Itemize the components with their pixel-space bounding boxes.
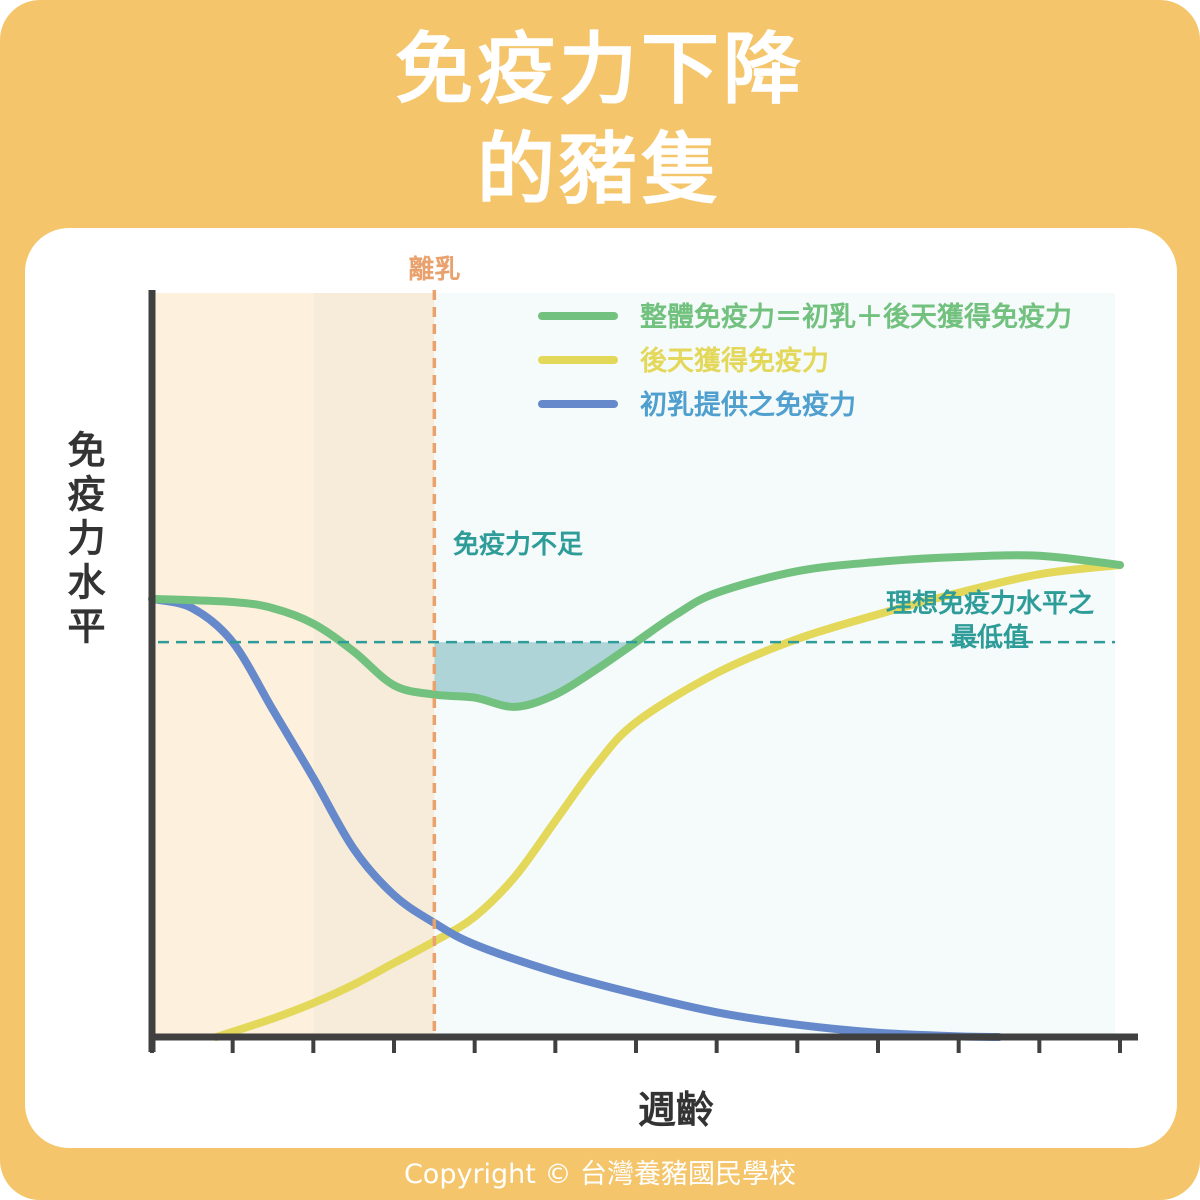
series-line-colostrum [148,594,1003,1041]
copyright-notice: Copyright © 台灣養豬國民學校 [403,1159,797,1190]
series-line-total [148,551,1124,711]
threshold-label-line-2: 最低值 [951,623,1029,653]
page-title: 免疫力下降 的豬隻 [0,20,1200,220]
x-axis-ticks [150,1037,1122,1053]
x-axis-label: 週齡 [638,1088,714,1132]
region-early-suckling [152,293,314,1037]
weaning-label: 離乳 [408,254,460,285]
chart-legend: 整體免疫力＝初乳＋後天獲得免疫力 後天獲得免疫力 初乳提供之免疫力 [538,301,1072,421]
deficit-caption: 免疫力不足 [453,529,583,560]
title-line-2: 的豬隻 [476,125,723,215]
legend-label-total: 整體免疫力＝初乳＋後天獲得免疫力 [640,301,1072,333]
threshold-label-line-1: 理想免疫力水平之 [886,588,1094,619]
title-line-1: 免疫力下降 [394,25,805,115]
y-axis-label: 免疫力水平 [61,430,105,650]
immunity-deficit-area [434,642,677,707]
legend-label-acquired: 後天獲得免疫力 [640,345,829,377]
legend-label-colostrum: 初乳提供之免疫力 [640,389,856,421]
series-line-acquired [212,561,1124,1041]
